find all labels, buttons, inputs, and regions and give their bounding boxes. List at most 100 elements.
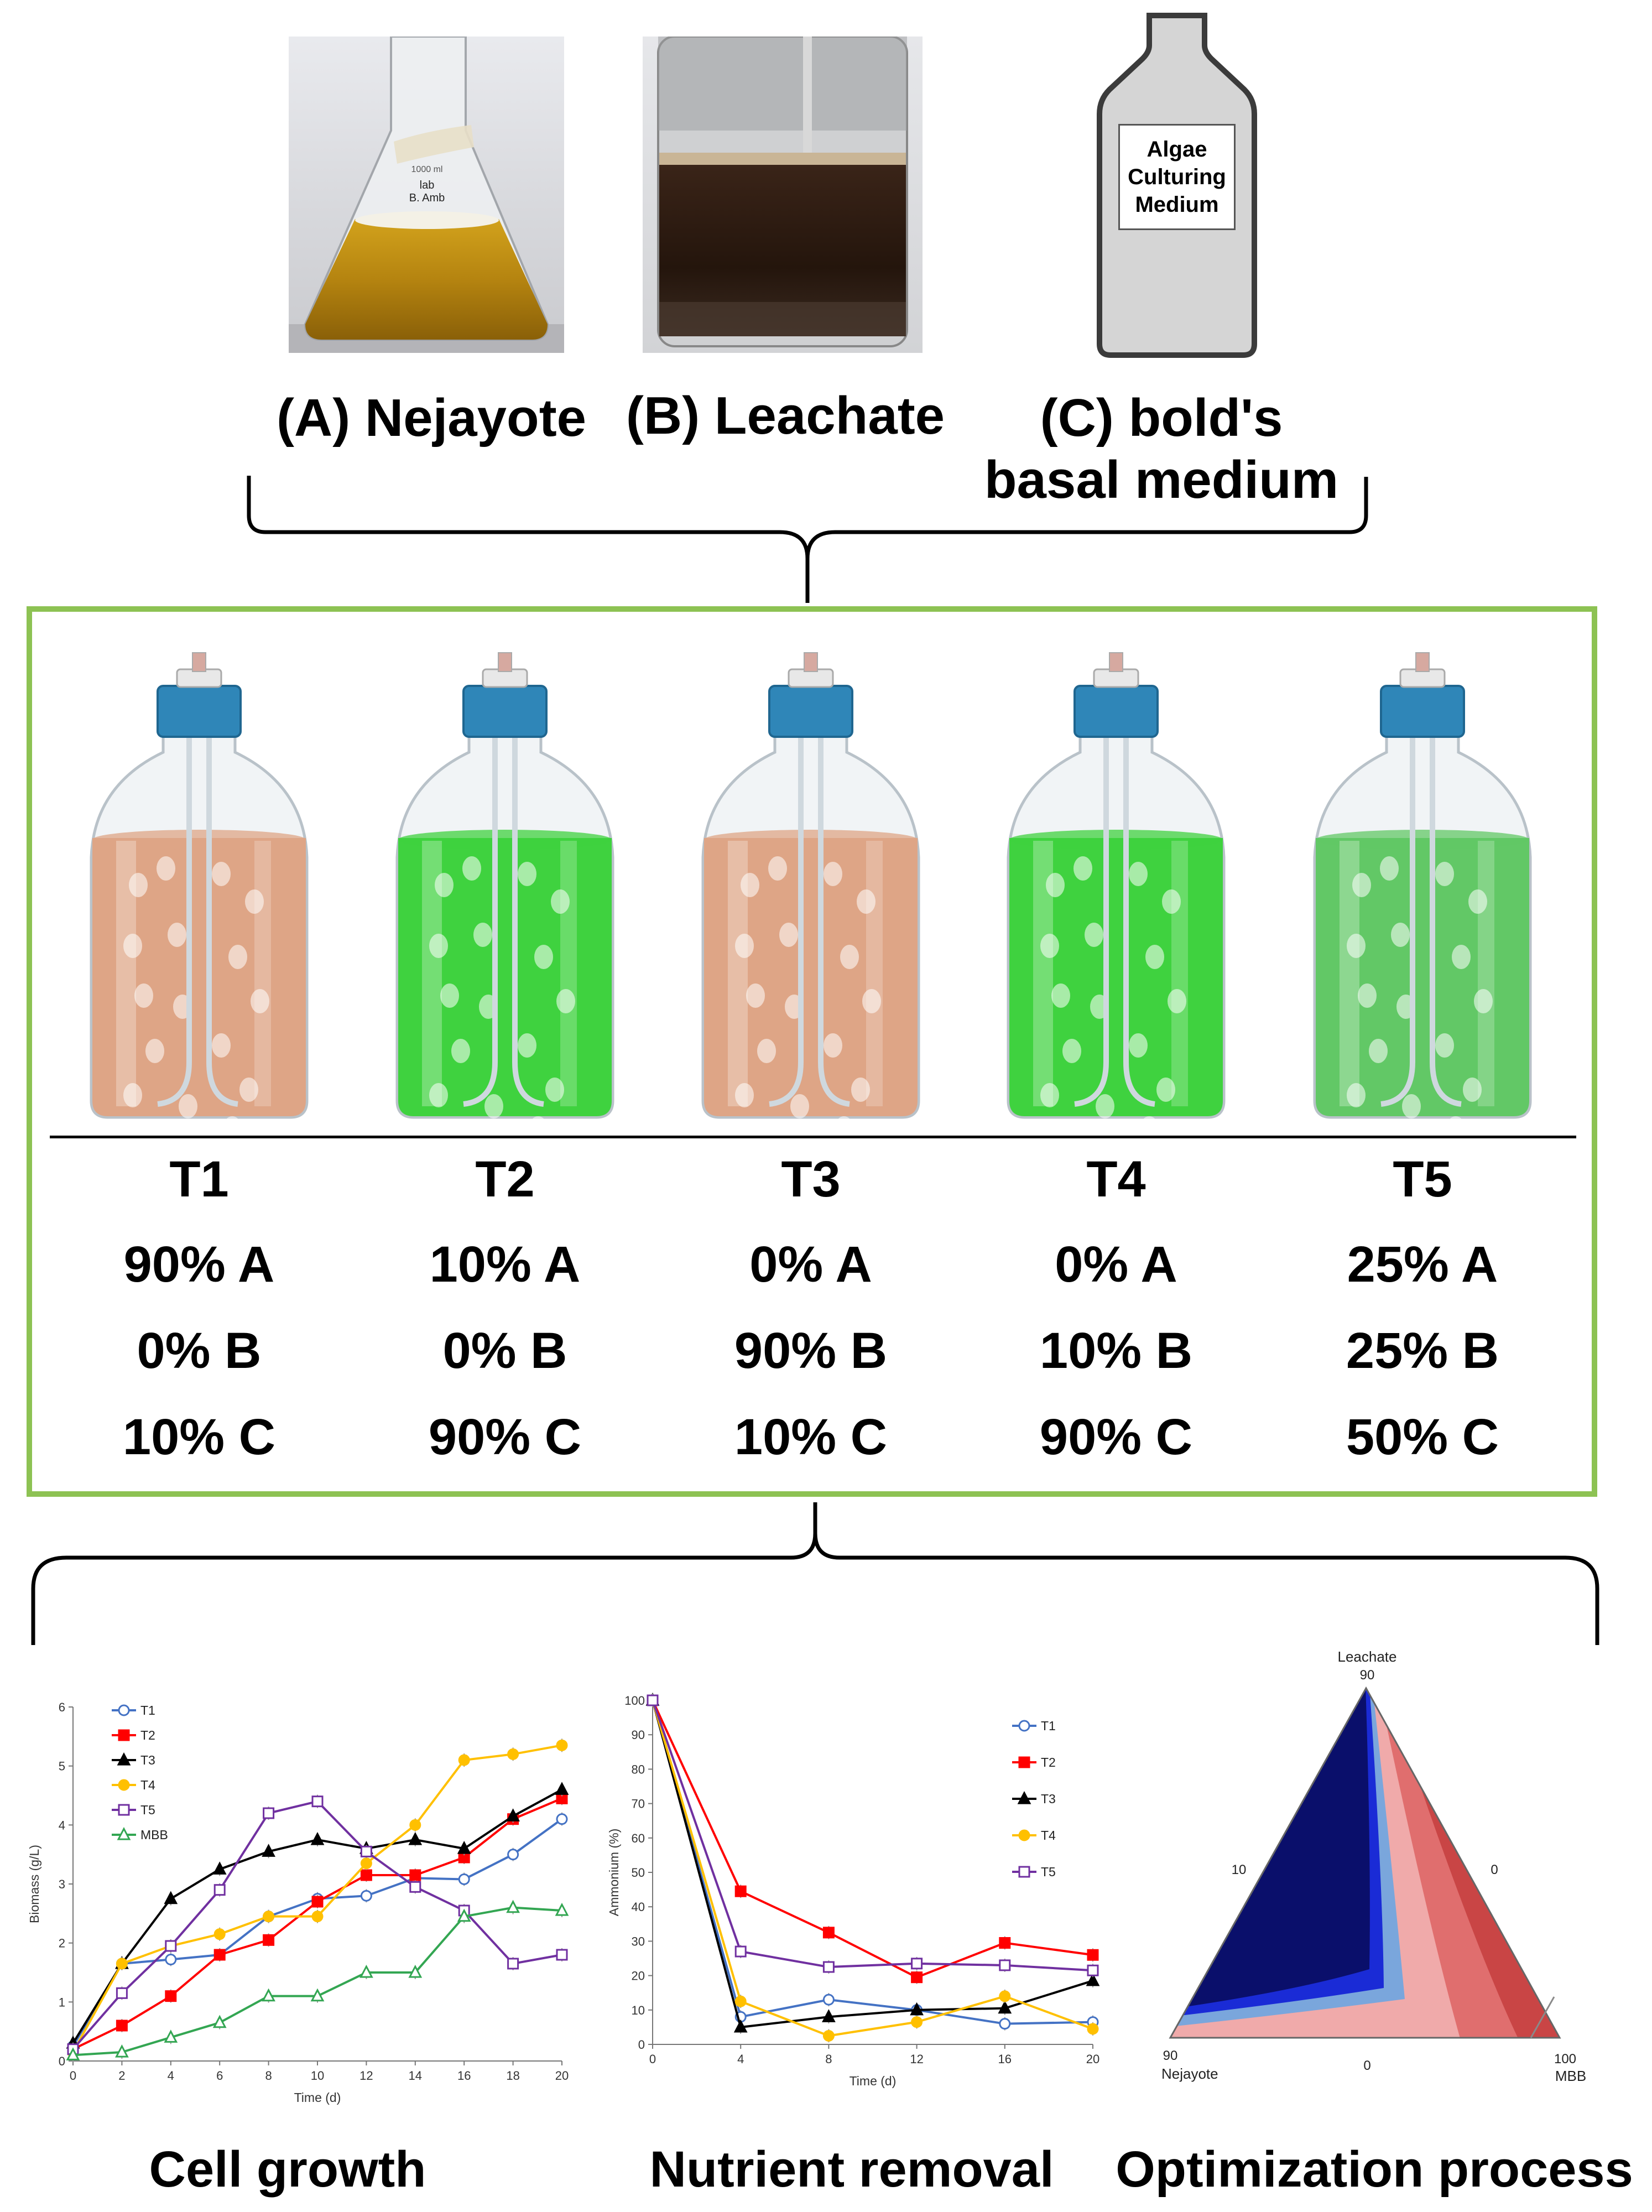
- data-point: [1087, 1964, 1099, 1976]
- x-axis-label: Time (d): [294, 2090, 341, 2105]
- data-point: [117, 1826, 131, 1840]
- photobioreactor-t5: [1313, 652, 1532, 1128]
- x-tick-label: 12: [359, 2069, 373, 2083]
- x-tick-label: 20: [1086, 2052, 1099, 2066]
- treatment-t3-c: 10% C: [734, 1409, 888, 1465]
- data-point: [911, 1971, 923, 1984]
- source-label-c-line-1: (C) bold's: [1040, 388, 1283, 447]
- caption-cell-growth: Cell growth: [149, 2141, 426, 2198]
- legend-entry-t3: T3: [1012, 1791, 1056, 1806]
- treatment-t2-c: 90% C: [428, 1409, 582, 1465]
- data-point: [734, 1885, 747, 1897]
- air-bubble: [1347, 934, 1366, 958]
- treatment-t5-a: 25% A: [1347, 1236, 1498, 1293]
- data-point: [822, 1994, 835, 2006]
- vertex-value-right: 100: [1554, 2052, 1576, 2067]
- air-bubble: [134, 983, 153, 1008]
- air-bubble: [851, 1078, 870, 1102]
- aeration-tube: [463, 702, 498, 1107]
- treatment-t5-c: 50% C: [1346, 1409, 1499, 1465]
- air-bubble: [1391, 923, 1410, 947]
- air-bubble: [212, 862, 231, 886]
- data-point: [556, 1739, 568, 1751]
- air-bubble: [862, 989, 881, 1013]
- air-bubble: [556, 989, 575, 1013]
- vertex-label-leachate: Leachate: [1338, 1648, 1397, 1665]
- contour-band-1: [1170, 1688, 1370, 2009]
- x-tick-label: 10: [311, 2069, 324, 2083]
- air-bubble: [741, 873, 759, 897]
- data-point: [409, 1881, 421, 1893]
- data-point: [262, 1844, 275, 1857]
- air-bubble: [1474, 989, 1493, 1013]
- treatment-t3-b: 90% B: [734, 1323, 888, 1379]
- data-point: [457, 1840, 471, 1854]
- air-bubble: [857, 889, 875, 914]
- x-tick-label: 0: [70, 2069, 76, 2083]
- flask-mark-1: lab: [420, 179, 435, 191]
- x-tick-label: 6: [216, 2069, 223, 2083]
- data-point: [311, 1911, 324, 1923]
- bottom-brace: [31, 1502, 1599, 1645]
- data-point: [118, 1804, 130, 1816]
- x-tick-label: 16: [457, 2069, 471, 2083]
- bottle-label-line-1: Algae: [1147, 137, 1207, 162]
- data-point: [360, 1857, 372, 1870]
- air-bubble: [1352, 873, 1371, 897]
- air-bubble: [1129, 1033, 1148, 1058]
- series-t1: [67, 1812, 568, 2053]
- source-label-b: (B) Leachate: [626, 386, 945, 445]
- y-tick-label: 0: [638, 2038, 645, 2052]
- air-bubble: [1140, 1116, 1159, 1128]
- air-bubble: [1435, 1033, 1454, 1058]
- data-point: [165, 1990, 177, 2002]
- y-tick-label: 3: [59, 1877, 65, 1891]
- data-point: [213, 1949, 226, 1961]
- data-point: [262, 1988, 275, 2002]
- treatment-t4-c: 90% C: [1039, 1409, 1193, 1465]
- air-bubble: [835, 1116, 853, 1128]
- aeration-tube: [1123, 702, 1155, 1107]
- vertex-value-left: 90: [1163, 2048, 1178, 2063]
- air-bubble: [1468, 889, 1487, 914]
- air-bubble: [824, 1033, 842, 1058]
- data-point: [164, 2029, 178, 2043]
- legend-entry-t2: T2: [1012, 1755, 1056, 1769]
- data-point: [360, 1890, 372, 1902]
- data-point: [507, 1849, 519, 1861]
- data-point: [999, 1937, 1011, 1949]
- legend-label: T5: [140, 1803, 155, 1817]
- data-point: [822, 2029, 835, 2042]
- series-t5: [647, 1694, 1099, 1977]
- air-bubble: [435, 873, 454, 897]
- legend-label: T4: [1041, 1828, 1056, 1843]
- data-point: [507, 1748, 519, 1760]
- flask-mark-2: B. Amb: [409, 192, 445, 204]
- data-point: [311, 1795, 324, 1808]
- air-bubble: [1145, 945, 1164, 969]
- y-tick-label: 70: [632, 1797, 645, 1811]
- data-point: [408, 1964, 423, 1978]
- air-bubble: [429, 934, 448, 958]
- data-point: [555, 1902, 569, 1916]
- air-bubble: [429, 1083, 448, 1107]
- x-tick-label: 14: [409, 2069, 422, 2083]
- treatment-t1-a: 90% A: [123, 1236, 275, 1293]
- y-tick-label: 5: [59, 1760, 65, 1773]
- vertex-label-nejayote: Nejayote: [1161, 2065, 1218, 2082]
- air-bubble: [1129, 862, 1148, 886]
- aeration-tube: [206, 702, 238, 1107]
- data-point: [116, 2020, 128, 2032]
- treatment-t3-name: T3: [781, 1151, 841, 1208]
- data-point: [1086, 1972, 1100, 1986]
- x-tick-label: 4: [168, 2069, 174, 2083]
- data-point: [409, 1869, 421, 1881]
- aeration-tube: [157, 702, 192, 1107]
- legend-entry-t1: T1: [1012, 1719, 1056, 1733]
- bottle-label-box: Algae Culturing Medium: [1118, 124, 1236, 230]
- photobioreactor-t1: [90, 652, 309, 1128]
- y-tick-label: 30: [632, 1934, 645, 1948]
- data-point: [733, 2019, 748, 2033]
- data-point: [506, 1899, 520, 1913]
